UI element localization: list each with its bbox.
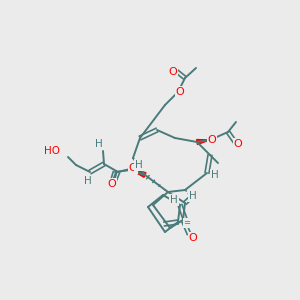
Text: O: O <box>176 87 184 97</box>
Text: =: = <box>184 218 190 227</box>
Text: H: H <box>189 191 197 201</box>
Text: HO: HO <box>44 146 60 156</box>
Text: H: H <box>211 170 219 180</box>
Text: H: H <box>170 195 178 205</box>
Text: H: H <box>84 176 92 186</box>
Text: H: H <box>135 160 143 170</box>
Text: O: O <box>189 233 197 243</box>
Text: O: O <box>108 179 116 189</box>
Text: O: O <box>234 139 242 149</box>
Polygon shape <box>130 169 146 177</box>
Text: O: O <box>129 163 137 173</box>
Text: O: O <box>169 67 177 77</box>
Text: H: H <box>95 139 103 149</box>
Polygon shape <box>196 140 210 145</box>
Text: O: O <box>208 135 216 145</box>
